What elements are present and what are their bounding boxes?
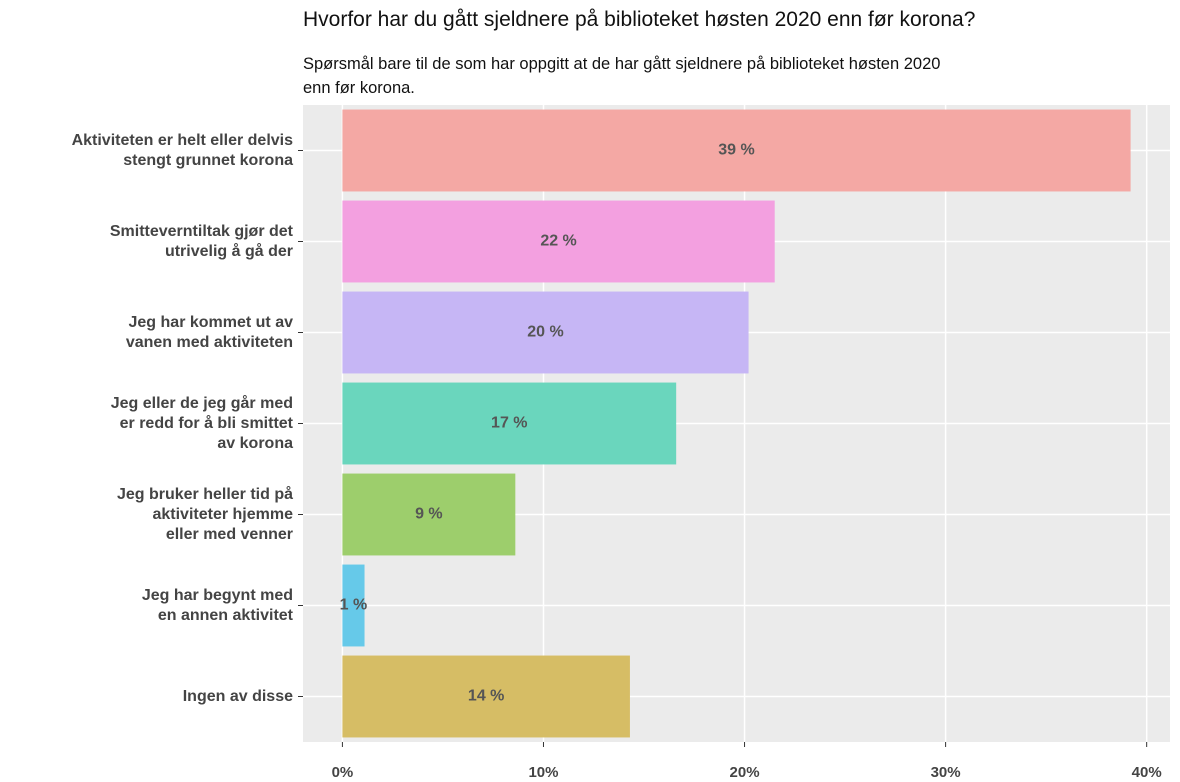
x-tick-label: 0% — [331, 764, 354, 781]
x-tick-label: 40% — [1131, 764, 1162, 781]
x-tick-label: 10% — [528, 764, 559, 781]
value-label: 39 % — [718, 142, 754, 159]
bar — [342, 382, 677, 465]
value-label: 22 % — [540, 233, 576, 250]
bar — [342, 291, 749, 374]
chart-subtitle: Spørsmål bare til de som har oppgitt at … — [303, 55, 941, 97]
value-label: 17 % — [491, 415, 527, 432]
y-tick-label: Ingen av disse — [182, 687, 293, 705]
y-tick-label: Smitteverntiltak gjør det utrivelig å gå… — [109, 222, 293, 260]
chart-title: Hvorfor har du gått sjeldnere på bibliot… — [303, 8, 976, 31]
x-tick-label: 20% — [729, 764, 760, 781]
value-label: 1 % — [340, 597, 368, 614]
bar — [342, 564, 365, 647]
y-tick-label: Jeg har begynt med en annen aktivitet — [141, 586, 293, 624]
value-label: 20 % — [527, 324, 563, 341]
y-tick-label: Jeg bruker heller tid på aktiviteter hje… — [116, 485, 293, 543]
x-tick-label: 30% — [930, 764, 961, 781]
bar — [342, 200, 775, 283]
y-tick-label: Jeg har kommet ut av vanen med aktivitet… — [125, 313, 293, 351]
y-tick-label: Aktiviteten er helt eller delvis stengt … — [71, 131, 293, 169]
y-tick-label: Jeg eller de jeg går med er redd for å b… — [110, 394, 293, 452]
bar — [342, 655, 630, 738]
value-label: 14 % — [468, 688, 504, 705]
bar — [342, 473, 516, 556]
bar — [342, 109, 1131, 192]
value-label: 9 % — [415, 506, 443, 523]
